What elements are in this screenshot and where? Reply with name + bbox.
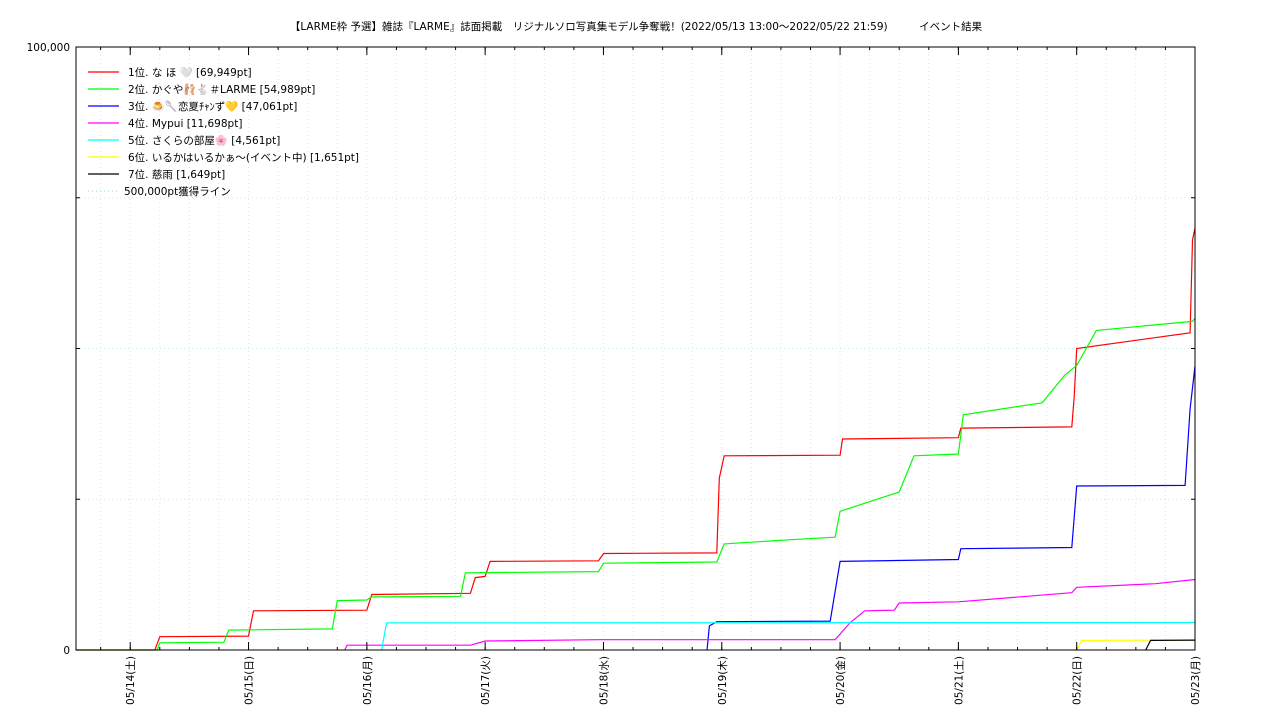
- series-line-2: [76, 318, 1196, 651]
- series-line-5: [381, 621, 1196, 651]
- legend-label: 1位. な ほ 🤍 [69,949pt]: [128, 66, 252, 79]
- legend-label: 5位. さくらの部屋🌸 [4,561pt]: [128, 134, 280, 147]
- series-lines: [76, 228, 1196, 651]
- series-line-7: [1145, 639, 1196, 651]
- legend-label: 4位. Mypui [11,698pt]: [128, 117, 242, 130]
- y-tick-label: 0: [63, 645, 70, 657]
- x-tick-label: 05/22(日): [1072, 656, 1084, 705]
- legend: 1位. な ほ 🤍 [69,949pt] 2位. かぐや🩰🐇＃LARME [54,…: [88, 66, 359, 198]
- legend-label: 7位. 慈雨 [1,649pt]: [128, 168, 225, 181]
- x-tick-label: 05/19(木): [717, 656, 729, 705]
- x-tick-label: 05/23(月): [1190, 656, 1202, 705]
- legend-label: 3位. 🍮🥄恋夏ﾁｬﾝず💛 [47,061pt]: [128, 99, 297, 113]
- x-tick-label: 05/21(土): [952, 656, 965, 705]
- series-line-4: [344, 578, 1196, 651]
- x-tick-label: 05/18(水): [598, 656, 610, 705]
- legend-label: 6位. いるかはいるかぁ〜(イベント中) [1,651pt]: [128, 151, 359, 164]
- legend-label: 500,000pt獲得ライン: [124, 185, 231, 198]
- y-tick-label: 100,000: [27, 42, 70, 54]
- axes: 0 100,000 05/14(土) 05/15(日) 05/16(月) 05/17(火)…: [27, 42, 1202, 705]
- x-tick-label: 05/15(日): [244, 656, 256, 705]
- series-line-1: [76, 228, 1196, 651]
- grid: [76, 47, 1195, 650]
- x-tick-label: 05/16(月): [362, 656, 374, 705]
- series-line-3: [706, 366, 1196, 651]
- x-tick-label: 05/20(金): [834, 656, 847, 705]
- chart-title: 【LARME枠 予選】雑誌『LARME』誌面掲載 リジナルソロ写真集モデル争奪戦…: [290, 20, 983, 33]
- legend-label: 2位. かぐや🩰🐇＃LARME [54,989pt]: [128, 83, 315, 96]
- x-tick-label: 05/17(火): [480, 656, 492, 705]
- x-tick-label: 05/14(土): [124, 656, 137, 705]
